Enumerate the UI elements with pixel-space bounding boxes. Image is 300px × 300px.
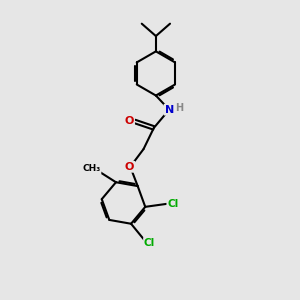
Text: Cl: Cl <box>167 199 178 209</box>
Text: O: O <box>125 162 134 172</box>
Text: N: N <box>164 105 174 115</box>
Text: H: H <box>176 103 184 113</box>
Text: O: O <box>125 116 134 126</box>
Text: CH₃: CH₃ <box>82 164 100 173</box>
Text: Cl: Cl <box>144 238 155 248</box>
